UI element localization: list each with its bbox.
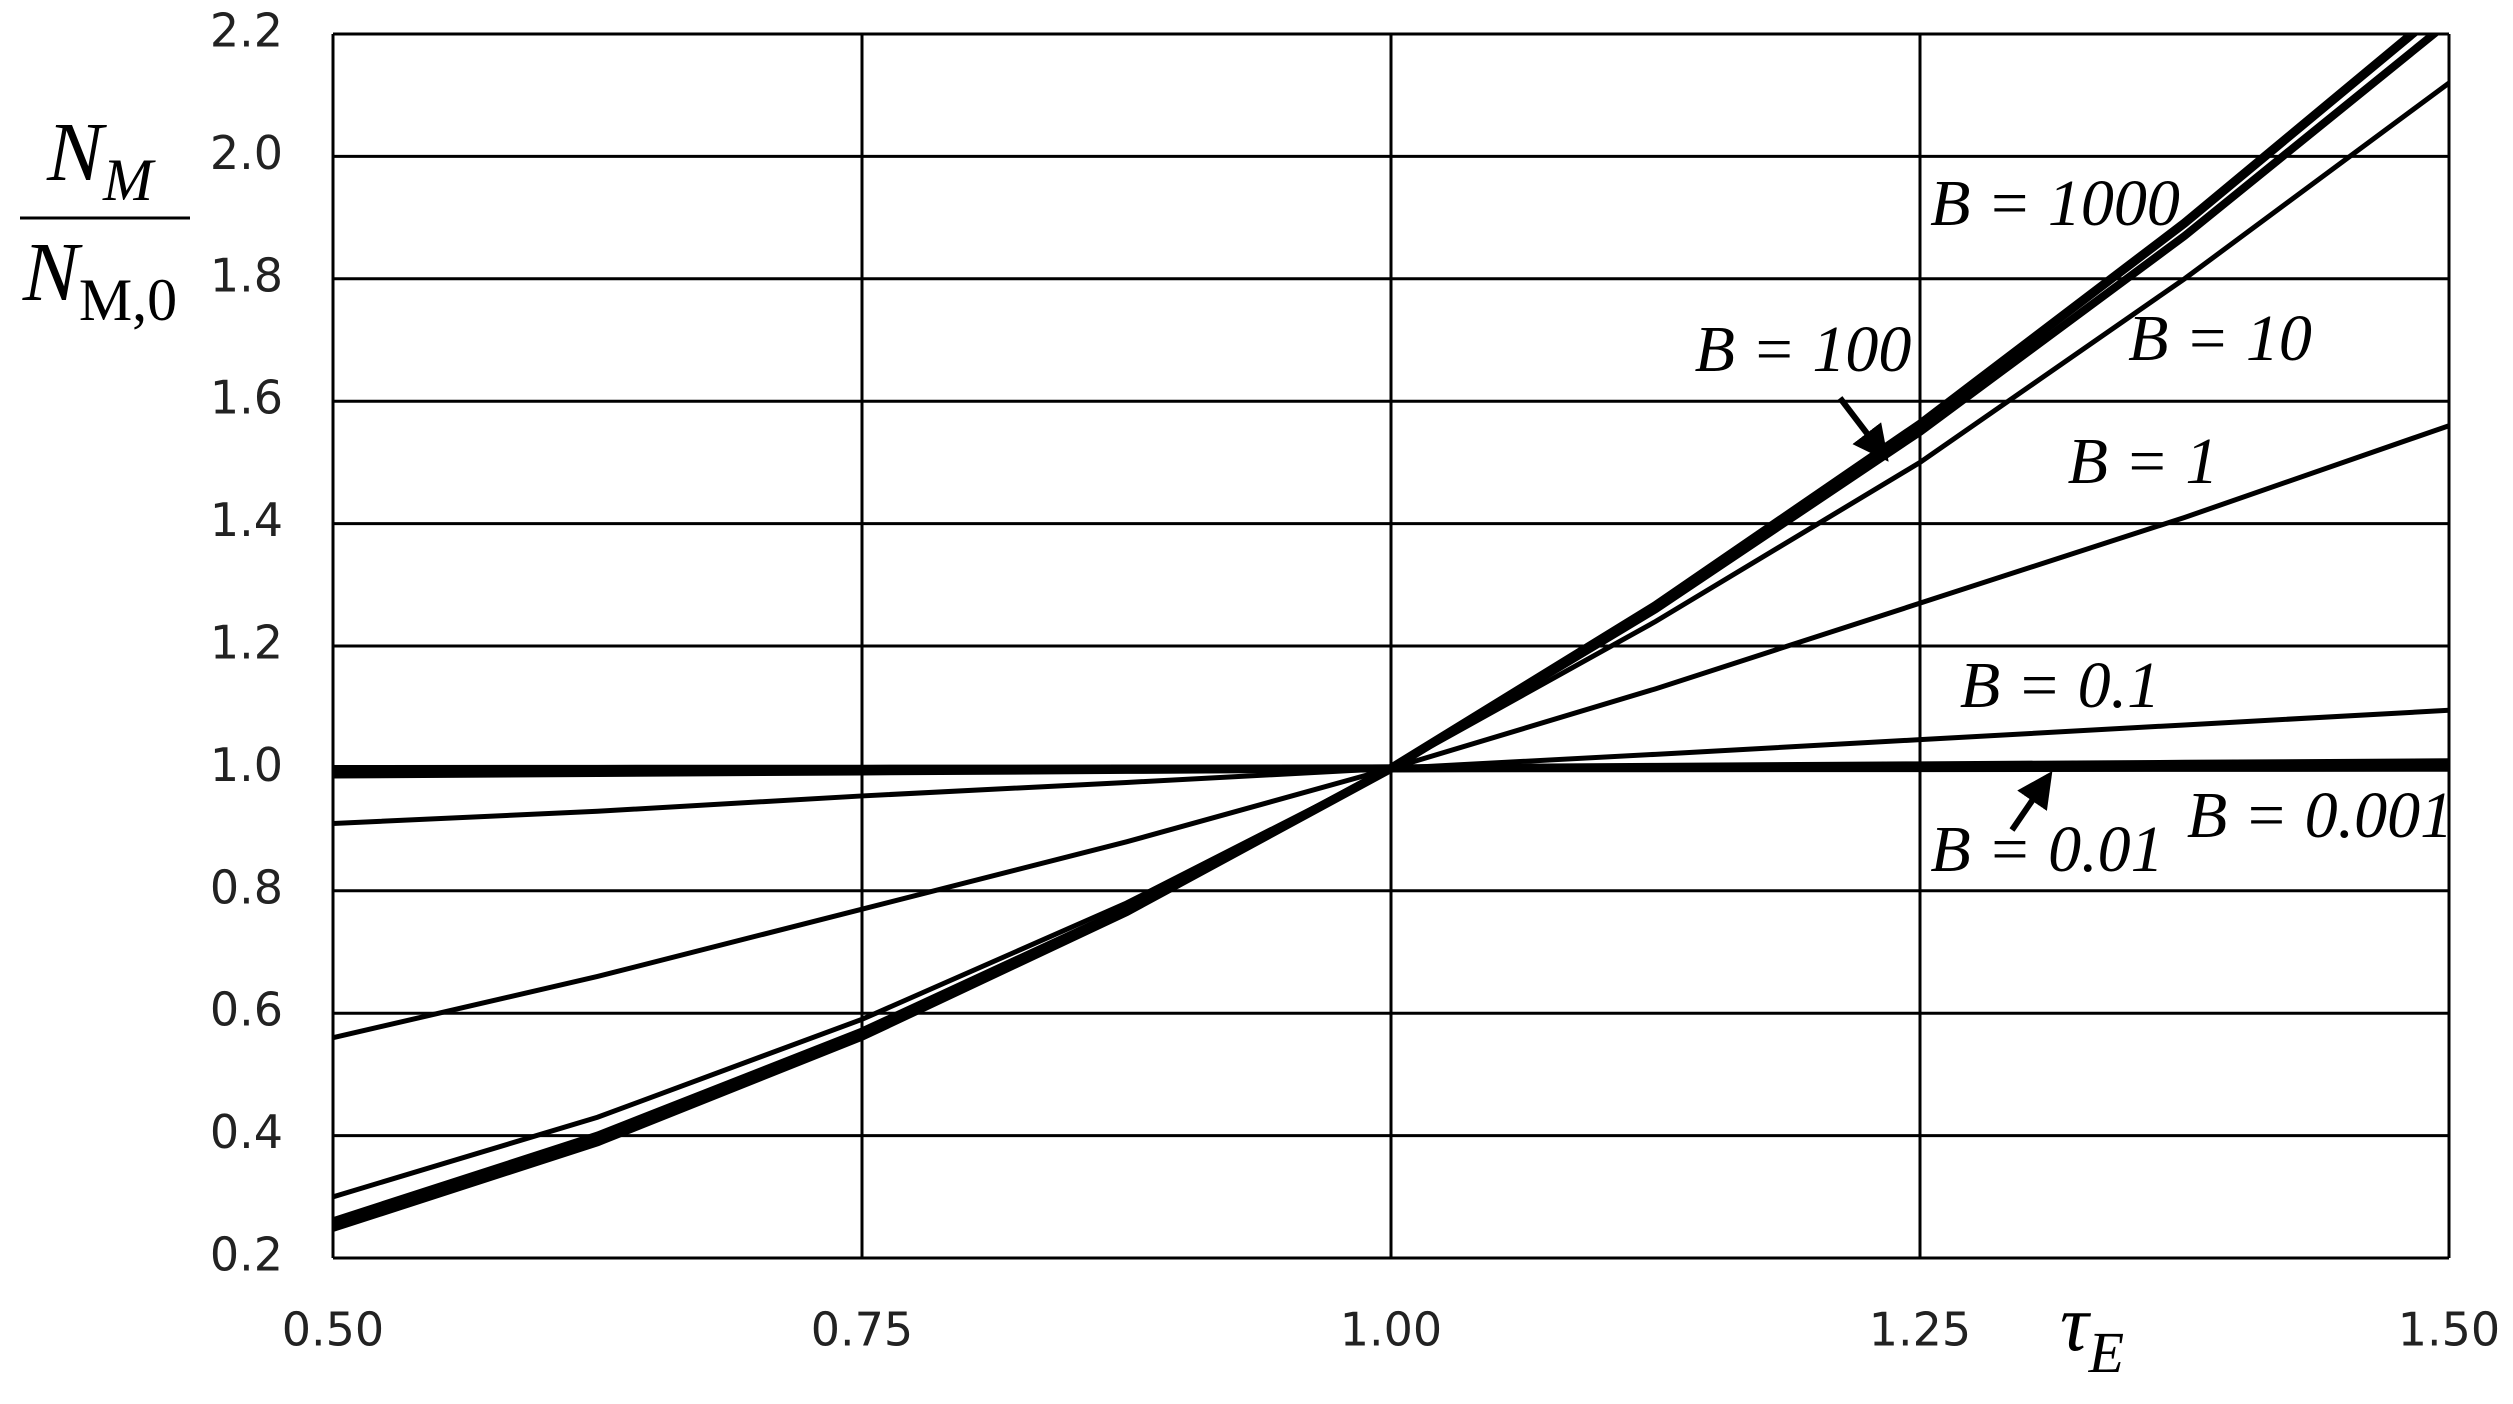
y-tick-label: 2.2 [210,4,283,58]
y-tick-label: 1.2 [210,616,283,670]
x-tick-label: 1.00 [1340,1303,1442,1357]
y-tick-label: 0.6 [210,983,283,1037]
x-tick-label: 0.75 [811,1303,913,1357]
y-label-part: N [22,226,83,319]
series-label: B = 1000 [1930,167,2180,240]
x-tick-label: 1.25 [1869,1303,1971,1357]
series-label: B = 100 [1695,313,1912,386]
x-axis-label: τE [2060,1280,2124,1385]
y-tick-label: 1.6 [210,371,283,425]
y-label-part: M,0 [79,267,177,333]
x-tick-label: 0.50 [282,1303,384,1357]
y-tick-label: 0.8 [210,860,283,914]
y-label-part: N [46,106,107,199]
x-tick-label: 1.50 [2398,1303,2500,1357]
y-tick-label: 0.4 [210,1105,283,1159]
series-label: B = 0.01 [1930,813,2163,886]
y-tick-label: 1.0 [210,738,283,792]
x-label-part: E [2088,1320,2124,1385]
y-label-numerator: NM [46,106,156,213]
annotation-arrow [1837,396,1889,462]
series-label: B = 0.1 [1960,649,2160,722]
series-label: B = 1 [2068,425,2219,498]
annotation-arrow [2009,771,2053,832]
series-line [333,763,2449,774]
series-label: B = 0.001 [2187,779,2453,852]
y-tick-label: 1.4 [210,493,283,547]
y-tick-label: 1.8 [210,248,283,302]
plot-area [333,34,2449,1232]
y-label-part: M [102,147,156,213]
series-label: B = 10 [2128,302,2312,375]
y-axis-label: NM NM,0 [20,106,190,333]
y-label-denominator: NM,0 [22,226,177,333]
x-label-part: τ [2060,1280,2092,1368]
y-tick-label: 0.2 [210,1228,283,1282]
y-tick-label: 2.0 [210,126,283,180]
